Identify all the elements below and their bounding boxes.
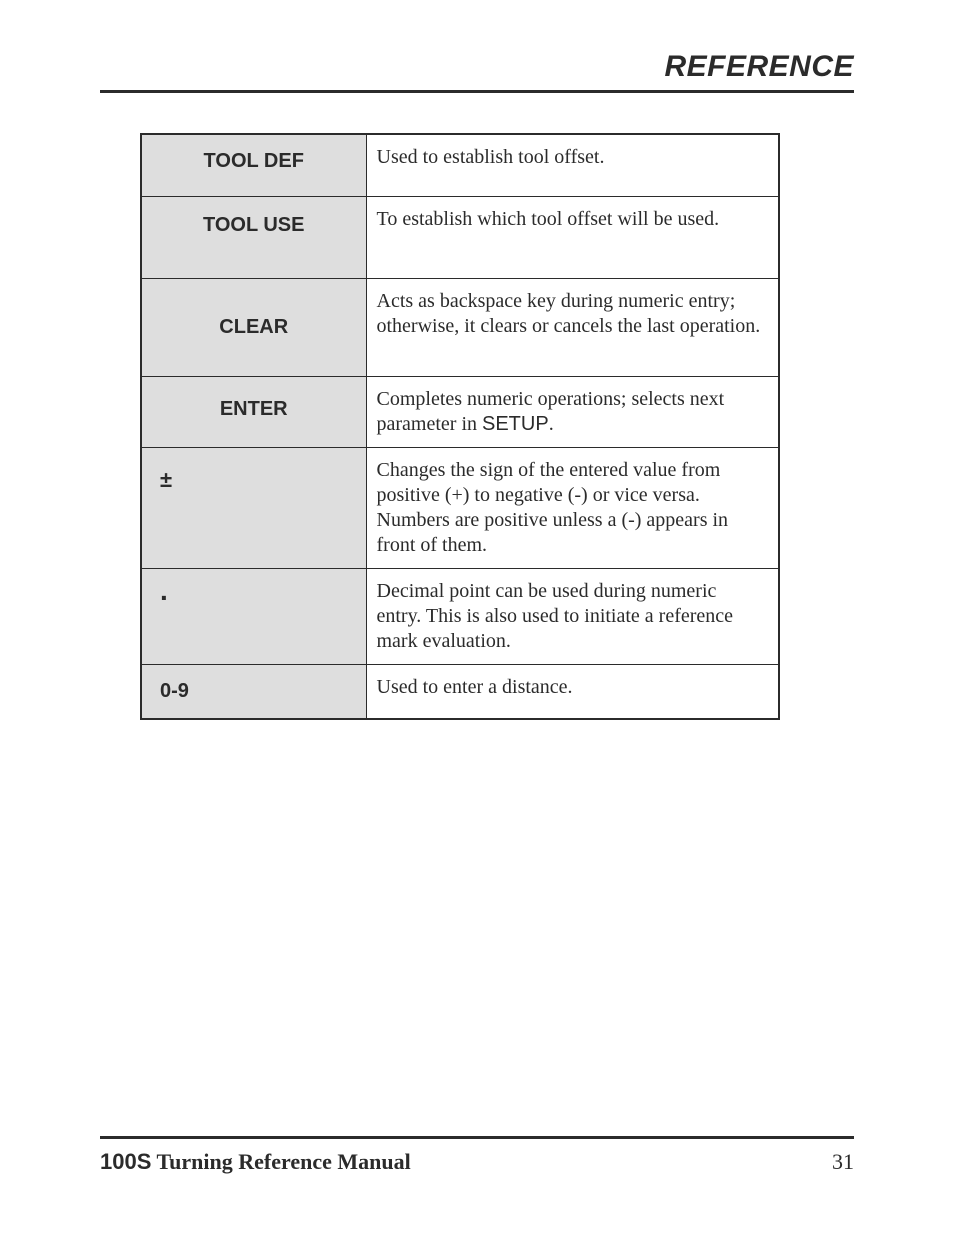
table-row: CLEAR Acts as backspace key during numer… — [141, 279, 779, 377]
desc-cell: Changes the sign of the entered value fr… — [366, 448, 779, 569]
desc-cell: Used to establish tool offset. — [366, 134, 779, 197]
table-row: ENTER Completes numeric operations; sele… — [141, 377, 779, 448]
key-cell: ± — [141, 448, 366, 569]
desc-cell: Decimal point can be used during numeric… — [366, 569, 779, 665]
section-title: REFERENCE — [664, 50, 854, 83]
page-number: 31 — [832, 1149, 854, 1175]
manual-title: Turning Reference Manual — [151, 1149, 410, 1174]
desc-cell: Used to enter a distance. — [366, 665, 779, 720]
table-row: ± Changes the sign of the entered value … — [141, 448, 779, 569]
key-cell: ENTER — [141, 377, 366, 448]
desc-cell: Completes numeric operations; selects ne… — [366, 377, 779, 448]
product-name: 100S — [100, 1149, 151, 1174]
key-cell: TOOL USE — [141, 197, 366, 279]
table-row: . Decimal point can be used during numer… — [141, 569, 779, 665]
desc-text: . — [549, 413, 554, 435]
key-cell: CLEAR — [141, 279, 366, 377]
setup-label: SETUP — [482, 413, 549, 435]
footer-title: 100S Turning Reference Manual — [100, 1149, 411, 1175]
page-footer: 100S Turning Reference Manual 31 — [100, 1136, 854, 1175]
table-row: TOOL USE To establish which tool offset … — [141, 197, 779, 279]
table-row: 0-9 Used to enter a distance. — [141, 665, 779, 720]
page: REFERENCE TOOL DEF Used to establish too… — [0, 0, 954, 1235]
key-cell: 0-9 — [141, 665, 366, 720]
key-cell: . — [141, 569, 366, 665]
reference-table: TOOL DEF Used to establish tool offset. … — [140, 133, 780, 720]
desc-cell: Acts as backspace key during numeric ent… — [366, 279, 779, 377]
table-row: TOOL DEF Used to establish tool offset. — [141, 134, 779, 197]
desc-cell: To establish which tool offset will be u… — [366, 197, 779, 279]
page-header: REFERENCE — [100, 50, 854, 93]
key-cell: TOOL DEF — [141, 134, 366, 197]
